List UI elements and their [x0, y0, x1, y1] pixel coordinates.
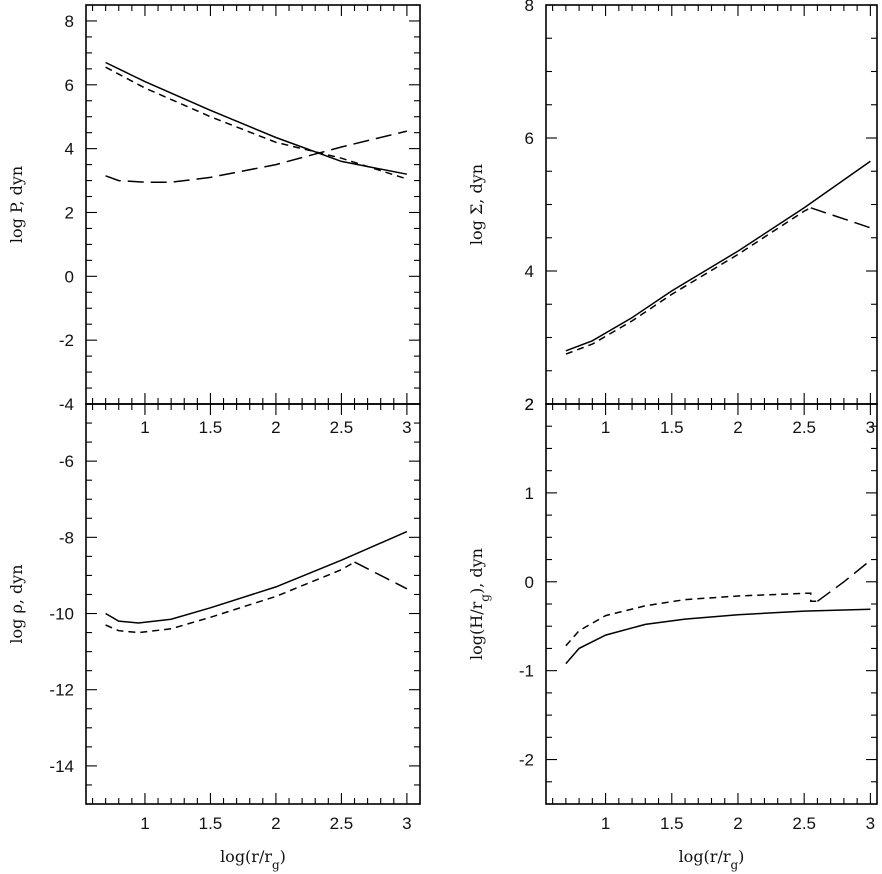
x-tick-label: 3 — [402, 418, 411, 437]
x-tick-label: 1.5 — [660, 814, 684, 833]
y-tick-label: -2 — [59, 331, 74, 350]
x-tick-label: 1 — [601, 814, 610, 833]
y-tick-label: 4 — [525, 262, 534, 281]
y-tick-label: -12 — [49, 681, 74, 700]
series-solid — [105, 61, 408, 175]
x-axis-title: log(r/rg) — [679, 847, 745, 872]
x-tick-label: 2 — [271, 418, 280, 437]
x-tick-label: 1 — [140, 418, 149, 437]
y-tick-label: 6 — [65, 76, 74, 95]
x-tick-label: 1.5 — [660, 418, 684, 437]
y-tick-label: -1 — [519, 662, 534, 681]
y-tick-label: 8 — [525, 0, 534, 15]
x-tick-label: 1 — [140, 814, 149, 833]
y-axis-title: log P, dyn — [7, 166, 26, 243]
y-tick-label: 0 — [525, 573, 534, 592]
x-tick-label: 1.5 — [199, 418, 223, 437]
x-tick-label: 2.5 — [330, 418, 354, 437]
x-tick-label: 2.5 — [330, 814, 354, 833]
plot-frame — [85, 403, 421, 805]
y-tick-label: 4 — [65, 140, 74, 159]
x-tick-label: 2 — [733, 814, 742, 833]
x-tick-label: 2.5 — [792, 418, 816, 437]
series-longdash — [354, 561, 408, 590]
x-axis-title: log(r/rg) — [220, 847, 286, 872]
series-longdash — [810, 207, 871, 229]
x-tick-label: 2 — [271, 814, 280, 833]
y-tick-label: 6 — [525, 129, 534, 148]
x-tick-label: 2.5 — [792, 814, 816, 833]
series-solid — [565, 608, 871, 665]
panel-scale-height: 1 1.5 2 2.5 3 -2 -1 0 1 2 log(H/rg), dyn log(r/rg) — [467, 395, 878, 872]
series-longdash — [105, 130, 408, 183]
series-longdash — [816, 559, 871, 602]
x-tick-label: 3 — [402, 814, 411, 833]
y-tick-label: -2 — [519, 751, 534, 770]
x-tick-label: 2 — [733, 418, 742, 437]
x-tick-label: 3 — [866, 418, 875, 437]
y-tick-label: 2 — [525, 395, 534, 414]
x-tick-label: 3 — [866, 814, 875, 833]
plot-frame — [545, 4, 878, 405]
series-dashed — [565, 592, 818, 647]
x-tick-label: 1 — [601, 418, 610, 437]
y-axis-title: log ρ, dyn — [7, 564, 26, 643]
y-axis-title: log Σ, dyn — [467, 164, 486, 245]
plot-frame — [85, 4, 421, 405]
series-solid — [565, 160, 871, 352]
series-dashed — [565, 207, 812, 355]
x-tick-label: 1.5 — [199, 814, 223, 833]
y-tick-label: -10 — [49, 605, 74, 624]
y-tick-label: -8 — [59, 528, 74, 547]
y-tick-label: 1 — [525, 484, 534, 503]
series-dashed — [105, 561, 355, 634]
plot-frame — [545, 403, 878, 805]
y-tick-label: 2 — [525, 395, 534, 414]
panel-surface-density: 1 1.5 2 2.5 3 2 4 6 8 log Σ, dyn — [467, 0, 878, 437]
series-solid — [105, 530, 408, 624]
y-tick-label: -14 — [49, 757, 74, 776]
series-dashed — [105, 66, 408, 180]
y-axis-title: log(H/rg), dyn — [467, 548, 492, 660]
panel-density: 1 1.5 2 2.5 3 -14 -12 -10 -8 -6 log ρ, dyn log(r/rg… — [7, 403, 421, 872]
y-tick-label: 8 — [65, 12, 74, 31]
y-tick-label: -4 — [59, 395, 74, 414]
y-tick-label: 2 — [65, 203, 74, 222]
panel-pressure: 1 1.5 2 2.5 3 -4 -2 0 2 4 6 8 log P, dyn — [7, 4, 421, 437]
y-tick-label: -6 — [59, 452, 74, 471]
y-tick-label: 0 — [65, 267, 74, 286]
